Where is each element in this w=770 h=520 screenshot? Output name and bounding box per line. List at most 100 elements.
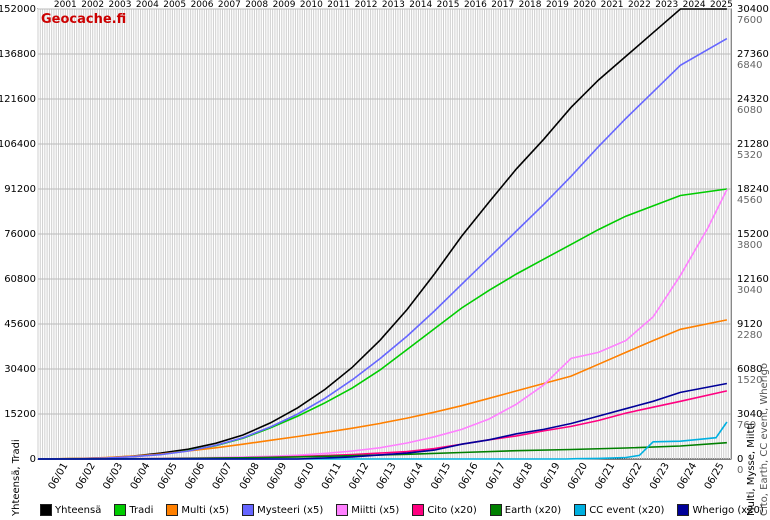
series-line (37, 189, 728, 460)
x-tick-label: 06/25 (703, 461, 727, 491)
x-tick-label: 06/14 (402, 461, 426, 491)
y-right-tick-label: 6080 (737, 364, 762, 375)
x-tick-label: 06/06 (183, 461, 207, 491)
year-label: 2003 (109, 0, 132, 10)
series-line (37, 441, 727, 460)
y-left-tick-label: 136800 (0, 49, 36, 60)
series-line (37, 8, 727, 460)
y-right2-tick-label: 7600 (737, 15, 762, 26)
year-label: 2007 (218, 0, 241, 10)
year-labels: 2001 2002 2003 2004 2005 2006 2007 2008 2009 2010… (54, 0, 733, 10)
y-left-tick-label: 30400 (4, 364, 36, 375)
y-axis-label-right: Multi, Mysse, Miitti (746, 423, 757, 516)
year-label: 2013 (382, 0, 405, 10)
x-tick-label: 06/10 (293, 461, 317, 491)
year-label: 2017 (491, 0, 514, 10)
year-label: 2011 (327, 0, 350, 10)
year-label: 2006 (191, 0, 214, 10)
x-tick-label: 06/15 (429, 461, 453, 491)
x-tick-label: 06/24 (675, 461, 699, 491)
y-left-tick-label: 152000 (0, 4, 36, 15)
y-right2-tick-label: 2280 (737, 330, 762, 341)
x-tick-label: 06/21 (593, 461, 617, 491)
y-right-tick-label: 21280 (737, 139, 769, 150)
legend-swatch (574, 504, 587, 516)
series-lines (37, 8, 728, 460)
legend-swatch (114, 504, 127, 516)
x-tick-label: 06/08 (238, 461, 262, 491)
series-line (37, 37, 728, 460)
x-tick-label: 06/16 (457, 461, 481, 491)
legend-item: Wherigo (x20) (677, 504, 764, 516)
x-tick-label: 06/17 (484, 461, 508, 491)
year-label: 2001 (54, 0, 77, 10)
legend-swatch (40, 504, 52, 516)
y-left-tick-label: 15200 (4, 409, 36, 420)
legend-label: Miitti (x5) (351, 504, 400, 516)
x-tick-label: 06/03 (101, 461, 125, 491)
y-left-tick-label: 106400 (0, 139, 36, 150)
x-tick-label: 06/23 (648, 461, 672, 491)
year-label: 2002 (81, 0, 104, 10)
year-label: 2012 (355, 0, 378, 10)
x-tick-label: 06/05 (156, 461, 180, 491)
x-tick-label: 06/12 (347, 461, 371, 491)
legend-item: Cito (x20) (412, 504, 477, 516)
year-label: 2004 (136, 0, 159, 10)
legend-item: CC event (x20) (574, 504, 664, 516)
y-right2-tick-label: 6080 (737, 105, 762, 116)
legend-item: Miitti (x5) (336, 504, 399, 516)
y-right-tick-label: 9120 (737, 319, 762, 330)
legend-label: Multi (x5) (181, 504, 230, 516)
y-left-tick-label: 0 (30, 454, 36, 465)
year-label: 2005 (163, 0, 186, 10)
y-right-tick-label: 12160 (737, 274, 769, 285)
legend-item: Earth (x20) (489, 504, 561, 516)
series-line (38, 382, 728, 460)
legend-item: Tradi (114, 504, 153, 516)
legend-label: CC event (x20) (589, 504, 665, 516)
legend-swatch (166, 504, 179, 516)
y-right-tick-label: 18240 (737, 184, 769, 195)
year-label: 2010 (300, 0, 323, 10)
legend-swatch (489, 504, 502, 516)
y-right-tick-label: 27360 (737, 49, 769, 60)
year-label: 2025 (710, 0, 733, 10)
x-tick-label: 06/22 (621, 461, 645, 491)
y-axis-label-left: Yhteensä, Tradi (11, 439, 22, 517)
legend-label: Cito (x20) (427, 504, 477, 516)
year-label: 2018 (519, 0, 542, 10)
brand-label: Geocache.fi (41, 12, 126, 27)
year-label: 2022 (628, 0, 651, 10)
year-label: 2016 (464, 0, 487, 10)
legend-label: Tradi (129, 504, 154, 516)
year-label: 2023 (655, 0, 678, 10)
y-right2-tick-label: 3040 (737, 285, 762, 296)
x-tick-label: 06/20 (566, 461, 590, 491)
year-label: 2020 (573, 0, 596, 10)
legend-label: Wherigo (x20) (692, 504, 764, 516)
x-tick-label: 06/04 (129, 461, 153, 491)
y-right-tick-label: 15200 (737, 229, 769, 240)
y-left-tick-label: 45600 (4, 319, 36, 330)
legend: Yhteensä Tradi Multi (x5) Mysteeri (x5) Miit… (0, 502, 770, 518)
year-label: 2019 (546, 0, 569, 10)
x-tick-label: 06/13 (375, 461, 399, 491)
x-tick-label: 06/18 (511, 461, 535, 491)
year-label: 2021 (601, 0, 624, 10)
legend-label: Yhteensä (55, 504, 102, 516)
y-left-tick-label: 91200 (4, 184, 36, 195)
y-right-tick-label: 3040 (737, 409, 762, 420)
x-ticks: 06/01 06/02 06/03 06/04 06/05 06/06 06/07 06/08… (47, 461, 727, 491)
horizontal-grid (38, 8, 731, 415)
y-right-tick-label: 0 (737, 454, 743, 465)
year-label: 2015 (437, 0, 460, 10)
year-label: 2008 (245, 0, 268, 10)
series-line (38, 421, 728, 460)
legend-label: Mysteeri (x5) (257, 504, 324, 516)
legend-swatch (677, 504, 690, 516)
y-right-tick-label: 30400 (737, 4, 769, 15)
legend-swatch (336, 504, 349, 516)
y-right2-tick-label: 6840 (737, 60, 762, 71)
